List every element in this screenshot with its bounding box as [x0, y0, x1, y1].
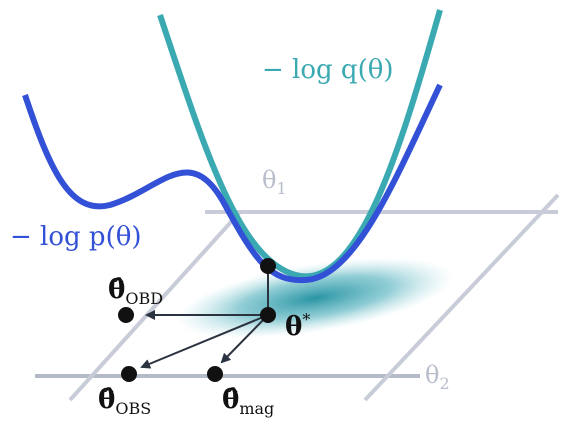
page: {"labels": { "neg_log_q": "− log q(θ)", … — [0, 0, 562, 427]
symbol: θ̂ — [108, 275, 125, 305]
point-mag — [207, 366, 223, 382]
diagram: − log q(θ) − log p(θ) θ1 θ2 θ* θ̂OBD θ̂O… — [0, 0, 562, 427]
point-obs — [121, 366, 137, 382]
symbol: θ̂ — [98, 385, 115, 415]
subscript: 1 — [276, 179, 286, 198]
subscript: OBD — [125, 289, 163, 308]
label-theta-obd: θ̂OBD — [108, 275, 163, 308]
point-min — [260, 258, 276, 274]
subscript: OBS — [115, 399, 151, 418]
label-theta1: θ1 — [262, 166, 287, 198]
label-theta-obs: θ̂OBS — [98, 385, 151, 418]
subscript: mag — [239, 399, 274, 418]
curve-q — [160, 10, 440, 276]
point-star — [260, 307, 276, 323]
subscript: 2 — [439, 374, 449, 393]
superscript: * — [302, 310, 310, 329]
label-p: − log p(θ) — [10, 222, 142, 252]
label-q: − log q(θ) — [262, 55, 394, 85]
symbol: θ — [262, 166, 276, 194]
point-obd — [118, 307, 134, 323]
symbol: θ — [425, 361, 439, 389]
label-theta-mag: θ̂mag — [222, 385, 274, 418]
label-theta-star: θ* — [285, 310, 310, 342]
symbol: θ̂ — [222, 385, 239, 415]
label-theta2: θ2 — [425, 361, 450, 393]
symbol: θ — [285, 312, 302, 342]
